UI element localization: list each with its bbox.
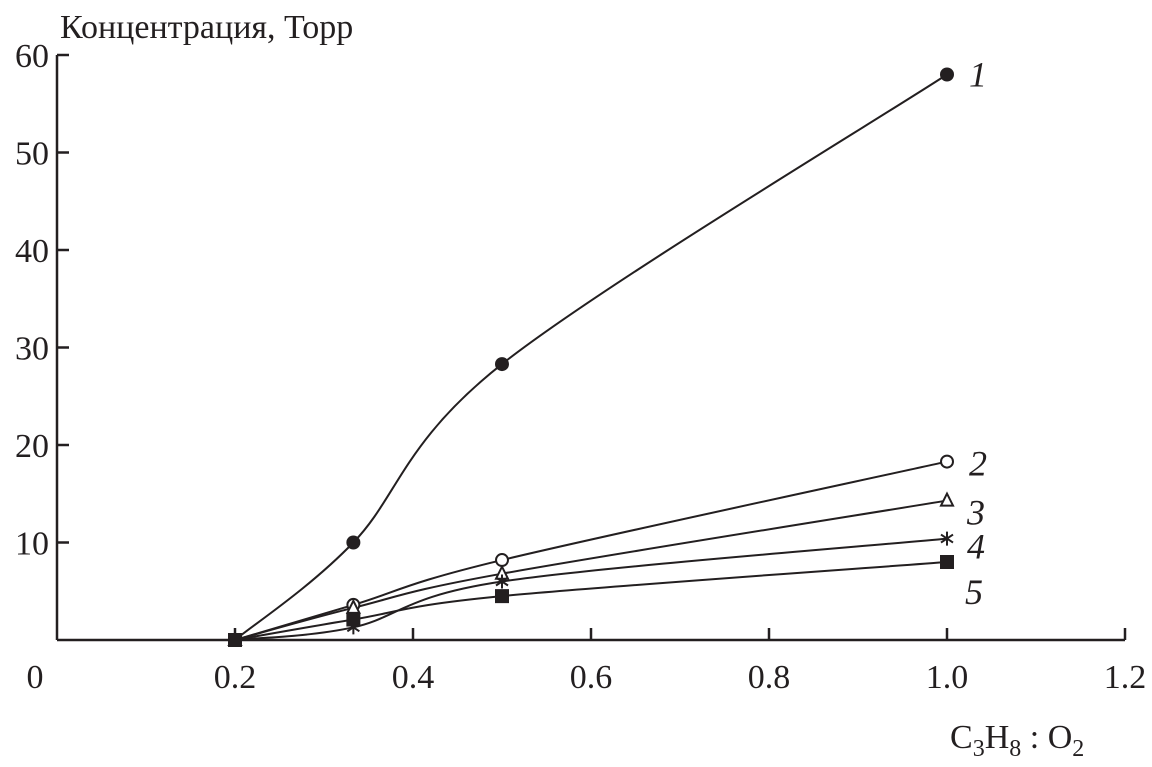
marker-series-2 xyxy=(940,454,954,469)
series-label-3: 3 xyxy=(966,493,985,533)
y-tick-label: 40 xyxy=(15,233,49,270)
series-line-2 xyxy=(234,460,948,641)
marker-series-1 xyxy=(940,67,954,82)
y-tick-label: 50 xyxy=(15,136,49,173)
marker-series-5 xyxy=(346,612,361,627)
y-tick-label: 30 xyxy=(15,331,49,368)
x-tick-label: 0.4 xyxy=(392,659,435,696)
marker-series-5 xyxy=(940,555,954,569)
series-markers: 1 2 34 5 xyxy=(227,55,987,647)
marker-series-1 xyxy=(495,357,509,372)
marker-series-2 xyxy=(495,553,509,568)
series-label-1: 1 xyxy=(969,55,987,95)
x-axis-title: C3H8 : O2 xyxy=(950,719,1084,762)
x-tick-label: 0.6 xyxy=(570,659,613,696)
series-line-5 xyxy=(234,561,948,641)
y-axis-title: Концентрация, Торр xyxy=(60,9,353,46)
origin-label: 0 xyxy=(27,659,44,696)
series-label-4: 4 xyxy=(967,527,985,567)
y-tick-label: 10 xyxy=(15,526,49,563)
marker-series-1 xyxy=(346,535,361,550)
series-line-1 xyxy=(234,73,948,641)
marker-series-3 xyxy=(939,491,955,507)
y-tick-label: 60 xyxy=(15,38,49,75)
marker-series-4 xyxy=(940,531,954,546)
x-tick-label: 1.0 xyxy=(926,659,969,696)
marker-series-4 xyxy=(495,574,509,589)
series-label-2: 2 xyxy=(969,444,987,484)
series-lines xyxy=(234,73,948,641)
series-line-4 xyxy=(234,537,948,641)
series-label-5: 5 xyxy=(965,572,983,612)
x-tick-label: 1.2 xyxy=(1104,659,1147,696)
axes: 0.2 0.4 0.6 0.8 1.0 1.2 0 10 20 30 40 50 60 xyxy=(15,38,1146,696)
series-line-3 xyxy=(234,499,948,641)
x-tick-label: 0.2 xyxy=(214,659,257,696)
y-tick-label: 20 xyxy=(15,428,49,465)
x-tick-label: 0.8 xyxy=(748,659,791,696)
marker-series-5 xyxy=(495,589,509,604)
marker-series-5 xyxy=(228,633,242,647)
